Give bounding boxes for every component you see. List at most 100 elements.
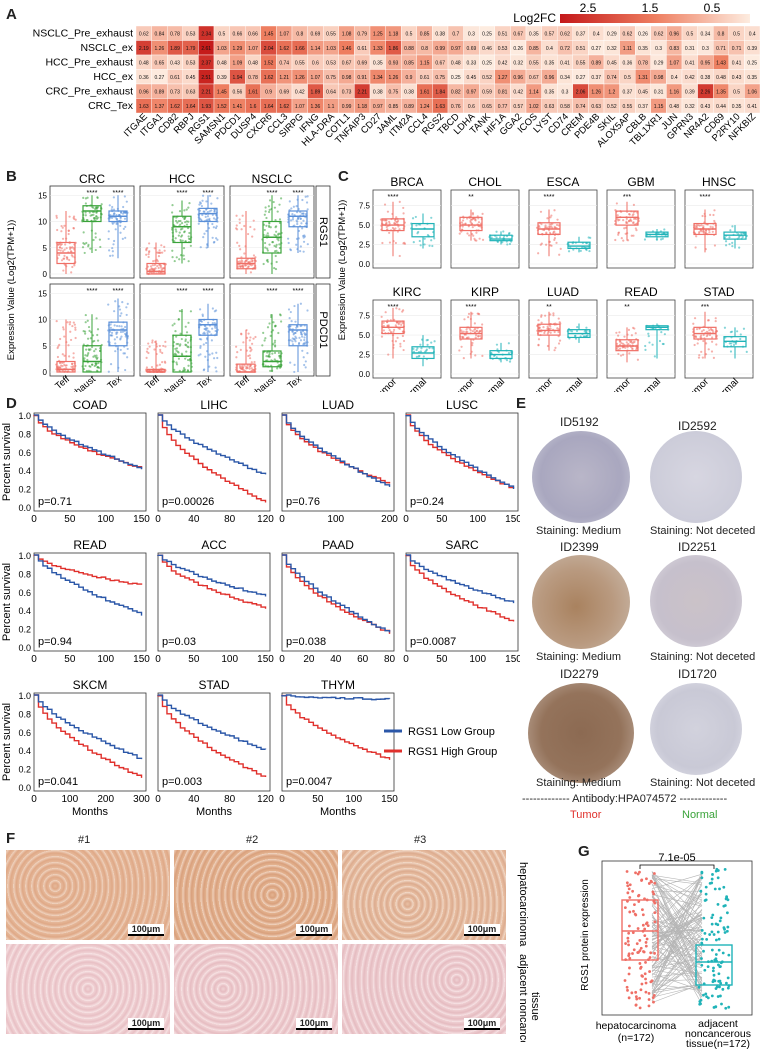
c-box-tumor-point bbox=[704, 229, 708, 232]
c-box-tumor-point bbox=[693, 343, 696, 347]
g-point-tumor bbox=[626, 884, 630, 888]
c-box-tumor-point bbox=[715, 343, 718, 346]
c-box-normal-box bbox=[411, 222, 435, 238]
b-box-point bbox=[273, 206, 277, 209]
c-box-normal-point bbox=[505, 359, 509, 362]
b-box-point bbox=[276, 367, 279, 370]
b-row-title: RGS1 bbox=[317, 217, 329, 247]
b-box-point bbox=[154, 259, 157, 262]
b-box-point bbox=[273, 233, 276, 236]
heatmap-cell-value: 0.83 bbox=[669, 46, 679, 52]
g-pair-line bbox=[651, 884, 703, 963]
g-point-normal bbox=[719, 965, 722, 968]
b-box-point bbox=[91, 340, 95, 343]
c-box-tumor-point bbox=[394, 219, 397, 222]
b-box-point bbox=[278, 218, 282, 221]
c-box-tumor-point bbox=[469, 221, 472, 224]
scale-bar-3: 100μm bbox=[464, 924, 500, 936]
d-ytick: 0.8 bbox=[18, 709, 31, 719]
c-box-tumor-point bbox=[393, 222, 396, 225]
g-point-tumor bbox=[649, 980, 653, 984]
c-box-tumor-point bbox=[465, 217, 469, 220]
heatmap-row-label: CRC_Pre_exhaust bbox=[45, 85, 133, 97]
c-box-tumor-point bbox=[621, 353, 625, 356]
b-box-point bbox=[163, 245, 166, 248]
b-box-point bbox=[55, 320, 58, 323]
b-box-point bbox=[162, 344, 165, 348]
b-box-point bbox=[187, 206, 190, 209]
heatmap-cell-value: 0.29 bbox=[654, 60, 664, 66]
c-box-tumor-point bbox=[626, 333, 629, 336]
b-box-point bbox=[306, 208, 309, 211]
b-box-point bbox=[288, 200, 291, 203]
c-box-tumor-point bbox=[616, 214, 619, 217]
b-box-point bbox=[249, 336, 252, 339]
c-box-tumor-point bbox=[700, 224, 703, 227]
c-sig: **** bbox=[700, 194, 711, 201]
c-box-tumor-point bbox=[556, 218, 559, 221]
b-box-point bbox=[108, 204, 111, 207]
b-box-point bbox=[272, 343, 275, 346]
d-xtick: 0 bbox=[403, 654, 409, 665]
c-box-normal-point bbox=[507, 232, 511, 235]
d-curve-high bbox=[405, 554, 515, 622]
heatmap-cell-value: 0.67 bbox=[513, 31, 523, 37]
b-box-point bbox=[185, 223, 189, 226]
c-box-tumor-point bbox=[398, 254, 401, 258]
c-box-tumor-point bbox=[470, 350, 473, 353]
heatmap-cell-value: 1.03 bbox=[217, 46, 227, 52]
c-box-tumor-point bbox=[704, 247, 707, 251]
g-pair-line bbox=[651, 930, 703, 967]
b-box-point bbox=[236, 350, 239, 354]
b-box-point bbox=[240, 367, 243, 370]
b-box-point bbox=[278, 232, 281, 235]
b-box-point bbox=[65, 364, 68, 367]
heatmap-cell-value: 0.27 bbox=[155, 75, 165, 81]
b-box-box bbox=[288, 210, 308, 228]
d-xtick: 0 bbox=[279, 794, 285, 805]
b-box-point bbox=[211, 352, 214, 355]
b-box-point bbox=[122, 205, 125, 209]
b-box-point bbox=[301, 349, 304, 352]
b-box-point bbox=[171, 256, 174, 259]
g-point-normal bbox=[712, 933, 716, 936]
heatmap-cell-value: 0.51 bbox=[576, 46, 586, 52]
b-box-point bbox=[189, 244, 192, 247]
heatmap-cell-value: 1.45 bbox=[217, 89, 227, 95]
b-box-point bbox=[63, 248, 66, 251]
b-box-box bbox=[82, 205, 102, 223]
c-box-tumor-point bbox=[552, 314, 555, 317]
b-sig: **** bbox=[177, 190, 188, 197]
b-box-point bbox=[299, 245, 302, 248]
c-box-tumor-point bbox=[543, 331, 546, 335]
d-ytick: 1.0 bbox=[18, 691, 31, 701]
b-box-point bbox=[84, 214, 87, 217]
b-col-title: NSCLC bbox=[252, 172, 293, 186]
b-box-point bbox=[302, 343, 305, 346]
d-xtick: 300 bbox=[133, 794, 150, 805]
c-box-normal-point bbox=[412, 241, 415, 244]
b-box-point bbox=[178, 369, 181, 372]
g-point-tumor bbox=[653, 901, 657, 905]
heatmap-cell-value: 0.35 bbox=[545, 60, 555, 66]
b-box-point bbox=[99, 245, 102, 249]
g-point-normal bbox=[719, 994, 722, 998]
c-box-tumor-point bbox=[540, 321, 543, 324]
b-box-point bbox=[211, 222, 214, 226]
b-box-point bbox=[213, 310, 216, 313]
d-xtick: 150 bbox=[505, 514, 520, 525]
c-box-tumor-point bbox=[386, 228, 389, 231]
g-point-normal bbox=[718, 887, 721, 891]
g-pair-line bbox=[651, 945, 703, 961]
b-box-point bbox=[126, 347, 129, 351]
c-box-tumor-point bbox=[398, 200, 401, 203]
b-box-point bbox=[152, 260, 155, 263]
c-box-tumor-point bbox=[623, 335, 626, 338]
heatmap-cell-value: 0.63 bbox=[186, 89, 196, 95]
g-point-tumor bbox=[634, 995, 638, 999]
c-box-normal-point bbox=[570, 330, 574, 333]
c-facet-title: HNSC bbox=[702, 175, 736, 189]
b-box-point bbox=[183, 258, 186, 261]
b-box-point bbox=[89, 337, 92, 340]
b-box-point bbox=[74, 326, 77, 329]
